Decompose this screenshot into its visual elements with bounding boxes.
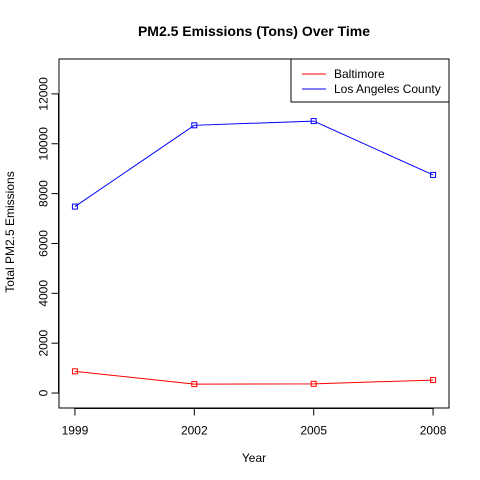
legend-label: Los Angeles County (334, 82, 441, 96)
data-point (430, 377, 437, 384)
legend-box (290, 58, 450, 103)
data-point (310, 380, 317, 387)
legend-label: Baltimore (334, 67, 385, 81)
y-tick-label: 12000 (37, 77, 51, 111)
series-0 (71, 368, 437, 388)
x-axis: 1999 2002 2005 2008 (62, 408, 447, 438)
x-tick-label: 2008 (420, 424, 447, 438)
x-tick-label: 2002 (181, 424, 208, 438)
y-tick-label: 10000 (37, 127, 51, 161)
x-tick-label: 2005 (300, 424, 327, 438)
data-point (191, 381, 198, 388)
series-line (74, 370, 434, 385)
series-line (74, 120, 434, 207)
y-axis: 0 2000 4000 6000 8000 10000 12000 (37, 77, 59, 396)
y-axis-label: Total PM2.5 Emissions (3, 171, 17, 292)
data-point (71, 203, 78, 210)
series-layer (71, 118, 437, 388)
y-tick-label: 4000 (37, 280, 51, 307)
data-point (71, 368, 78, 375)
x-axis-label: Year (242, 451, 266, 465)
x-tick-label: 1999 (62, 424, 89, 438)
y-tick-label: 6000 (37, 230, 51, 257)
y-tick-label: 8000 (37, 180, 51, 207)
chart-title: PM2.5 Emissions (Tons) Over Time (138, 23, 370, 39)
y-tick-label: 2000 (37, 330, 51, 357)
data-point (430, 171, 437, 178)
y-tick-label: 0 (37, 389, 51, 396)
plot-area-frame (58, 58, 450, 409)
data-point (191, 122, 198, 129)
data-point (310, 118, 317, 125)
series-1 (71, 118, 437, 210)
